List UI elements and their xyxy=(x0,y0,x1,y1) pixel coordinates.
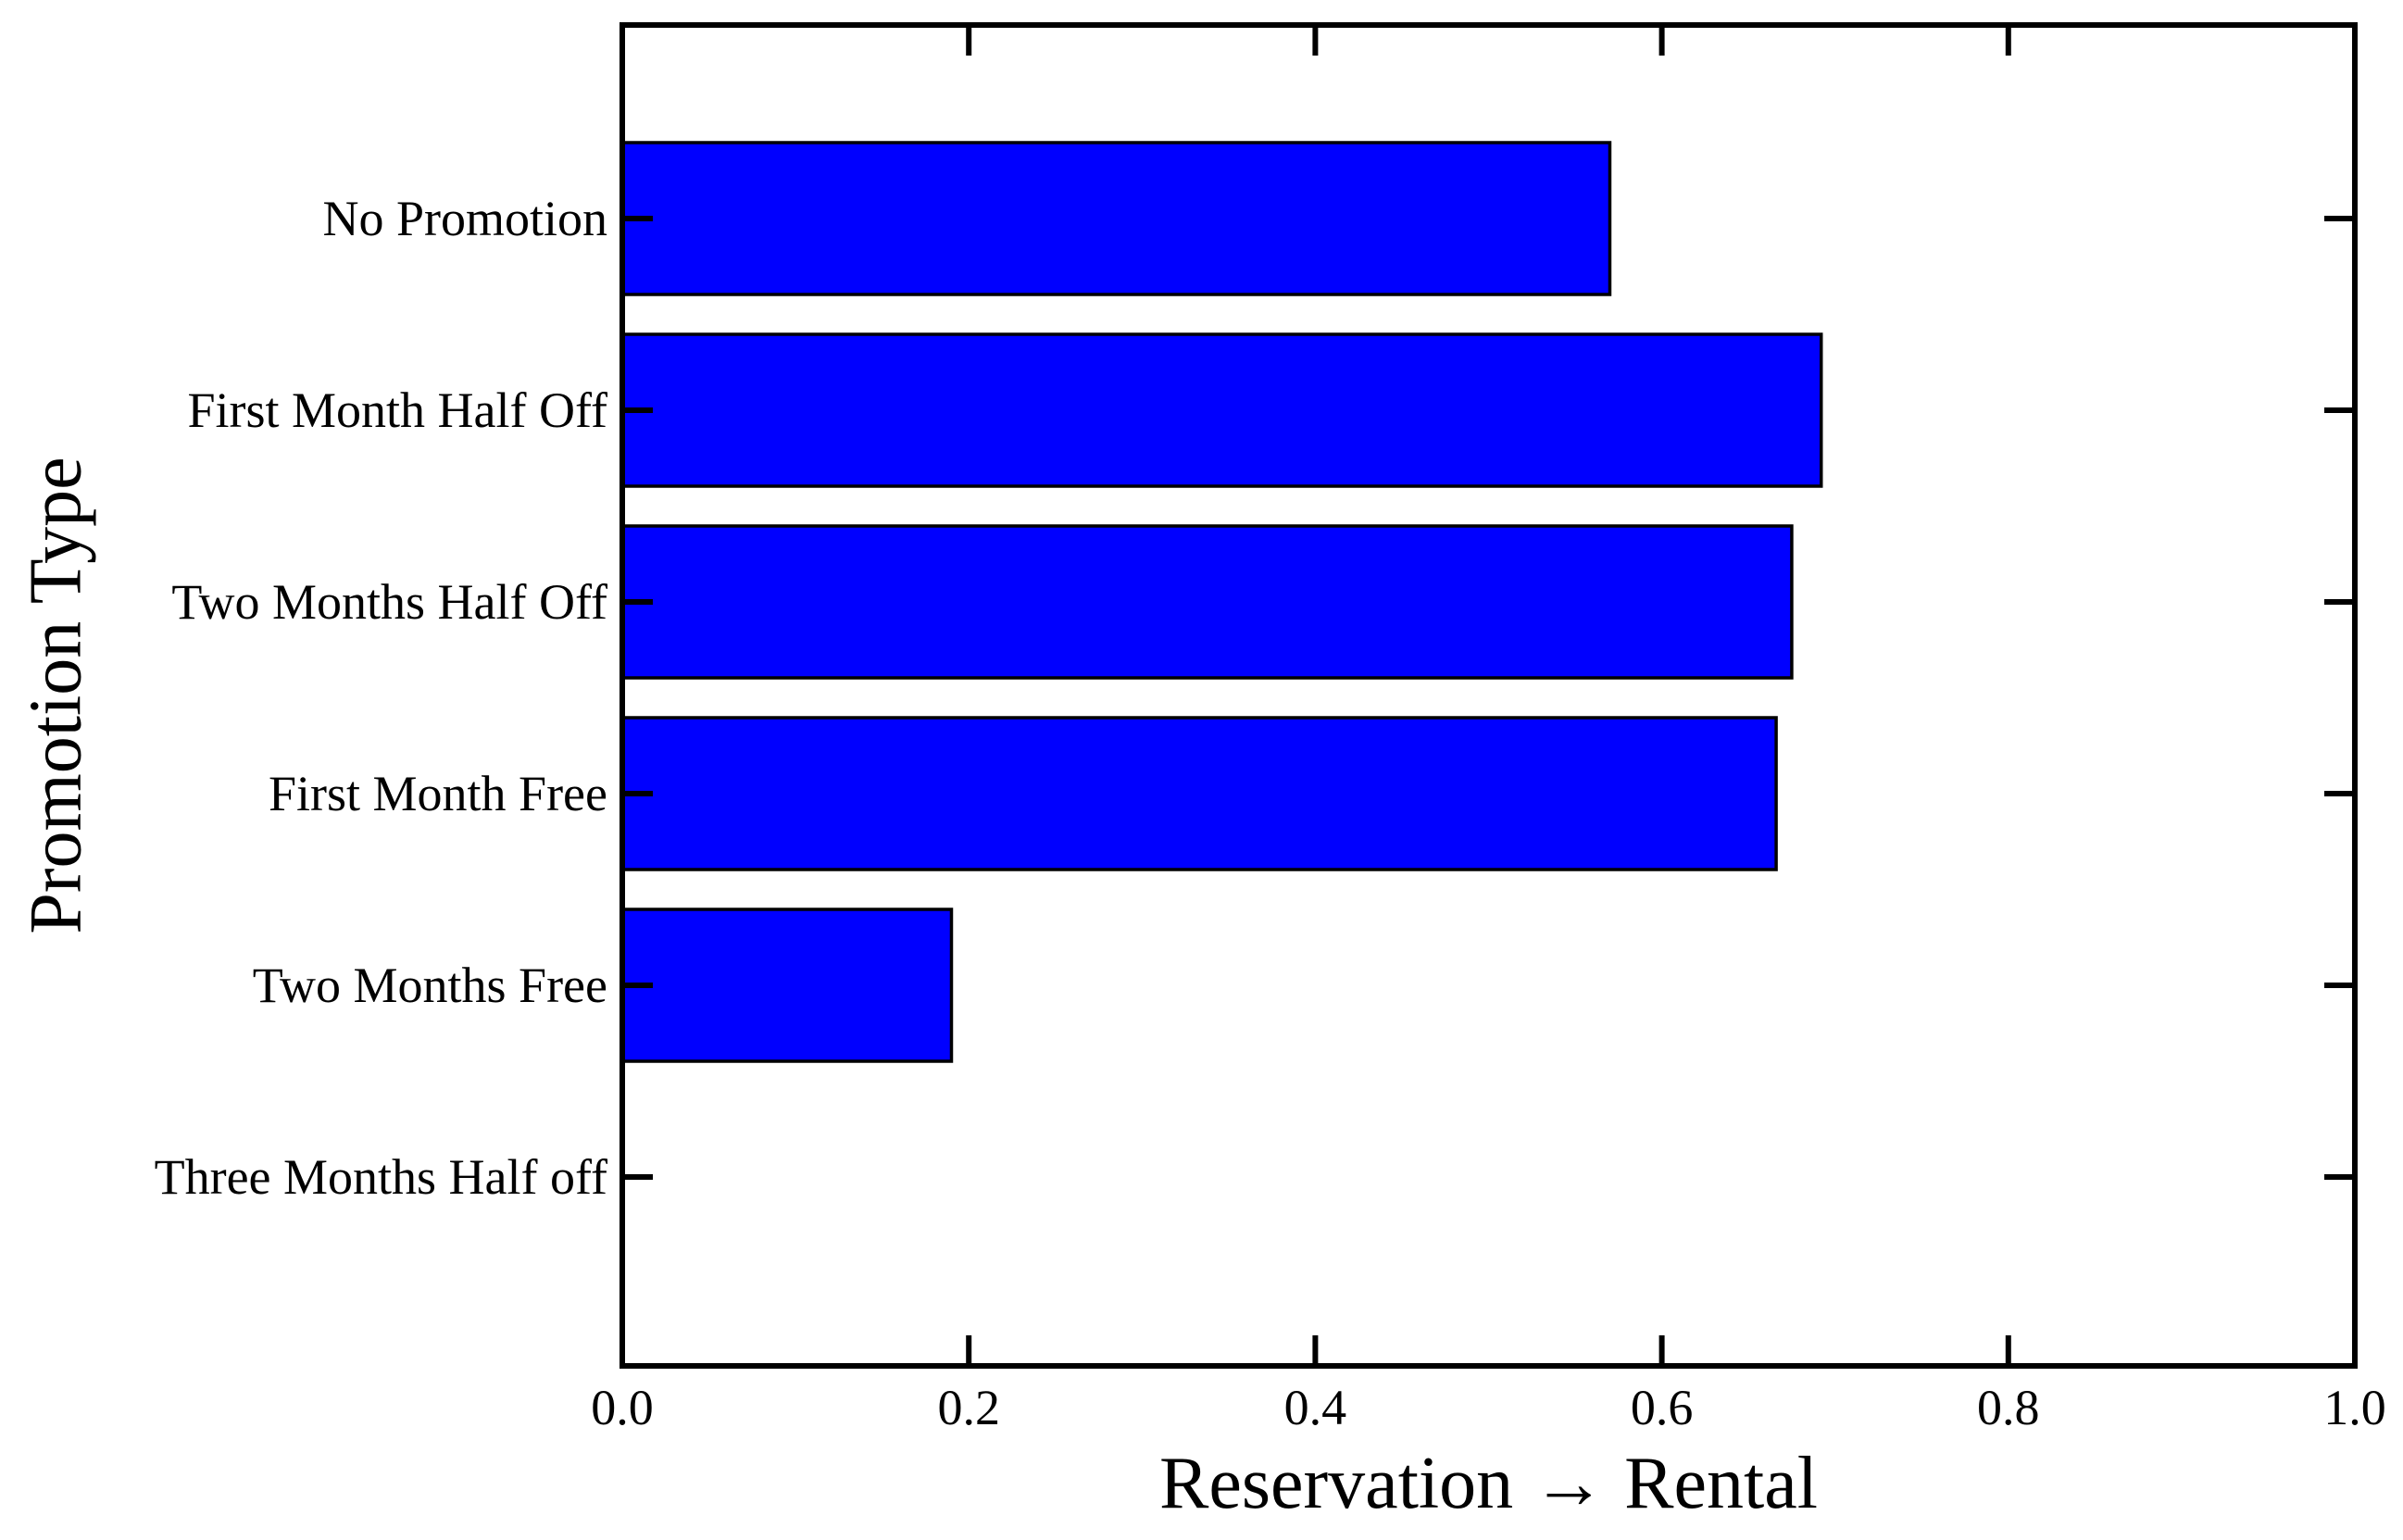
x-tick-label-1: 0.2 xyxy=(937,1380,1000,1435)
x-tick-label-4: 0.8 xyxy=(1977,1380,2040,1435)
bar-4 xyxy=(620,908,954,1063)
y-tick-label-4: Two Months Free xyxy=(253,958,607,1013)
y-tick-label-1: First Month Half Off xyxy=(188,382,608,438)
plot-frame xyxy=(620,22,2358,1369)
y-tick-label-5: Three Months Half off xyxy=(155,1149,607,1205)
bar-2 xyxy=(620,524,1794,680)
y-tick-labels: No Promotion First Month Half Off Two Mont… xyxy=(155,191,607,1205)
bar-3 xyxy=(620,716,1778,871)
bar-1 xyxy=(620,332,1823,488)
bars-layer xyxy=(620,141,1823,1063)
x-tick-label-5: 1.0 xyxy=(2323,1380,2386,1435)
x-tick-label-0: 0.0 xyxy=(591,1380,654,1435)
y-tick-label-3: First Month Free xyxy=(269,766,607,821)
x-tick-label-2: 0.4 xyxy=(1284,1380,1347,1435)
ticks-layer xyxy=(622,25,2355,1366)
x-tick-labels: 0.0 0.2 0.4 0.6 0.8 1.0 xyxy=(591,1380,2386,1435)
x-axis-label: Reservation → Rental xyxy=(1159,1443,1818,1524)
y-tick-label-2: Two Months Half Off xyxy=(171,574,607,630)
y-axis-label: Promotion Type xyxy=(15,457,96,933)
x-tick-label-3: 0.6 xyxy=(1631,1380,1694,1435)
bar-0 xyxy=(620,141,1612,296)
y-tick-label-0: No Promotion xyxy=(322,191,607,246)
